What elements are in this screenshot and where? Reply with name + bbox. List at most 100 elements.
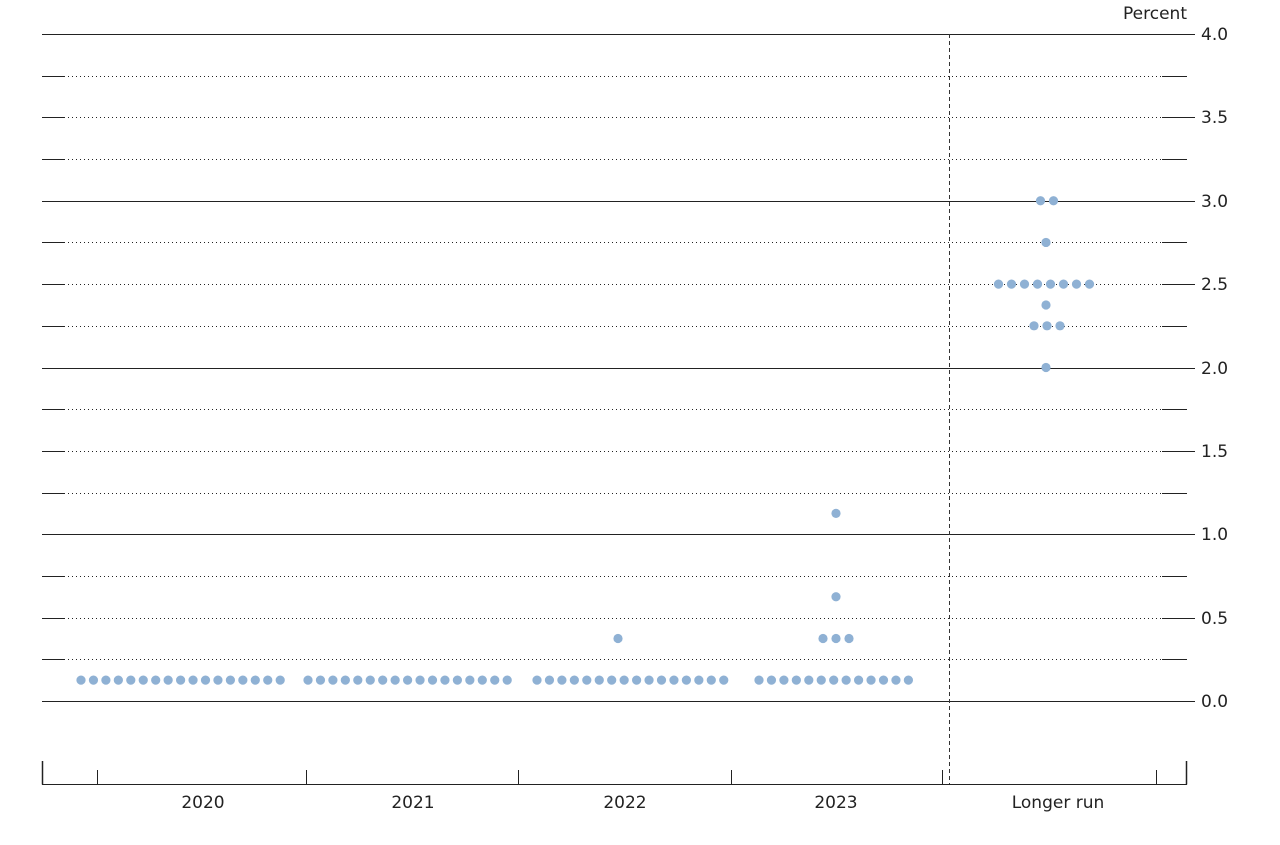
participant-dot — [213, 675, 223, 685]
participant-dot — [582, 675, 592, 685]
participant-dot — [76, 675, 86, 685]
participant-dot — [594, 675, 604, 685]
participant-dot — [1035, 196, 1046, 206]
unit-label: Percent — [1123, 4, 1187, 24]
participant-dot — [427, 675, 438, 685]
participant-dot — [101, 675, 111, 685]
participant-dot — [706, 675, 716, 685]
participant-dot — [452, 675, 462, 685]
participant-dot — [113, 675, 123, 685]
y-tick-label: 1.0 — [1201, 525, 1228, 545]
participant-dot — [831, 508, 841, 519]
participant-dot — [1019, 279, 1030, 289]
y-tick-label: 0.0 — [1201, 692, 1228, 712]
participant-dot — [1055, 321, 1065, 331]
y-tick-label: 4.0 — [1201, 25, 1228, 45]
participant-dot — [403, 675, 413, 685]
participant-dot — [378, 675, 388, 685]
participant-dot — [415, 675, 425, 685]
x-category-label: Longer run — [1012, 793, 1105, 813]
participant-dot — [138, 675, 148, 685]
participant-dot — [532, 675, 542, 685]
participant-dot — [831, 592, 841, 602]
y-tick-label: 0.5 — [1201, 609, 1228, 629]
participant-dot — [669, 675, 679, 685]
participant-dot — [1041, 362, 1051, 373]
participant-dot — [878, 675, 889, 685]
participant-dot — [340, 675, 350, 685]
x-category-label: 2023 — [814, 793, 857, 813]
x-category-label: 2020 — [181, 793, 224, 813]
participant-dot — [200, 675, 211, 685]
participant-dot — [844, 633, 854, 644]
x-category-label: 2022 — [603, 793, 646, 813]
participant-dot — [866, 675, 876, 685]
participant-dot — [607, 675, 617, 685]
participant-dot — [816, 675, 826, 685]
participant-dot — [238, 675, 248, 685]
participant-dot — [440, 675, 450, 685]
participant-dot — [791, 675, 801, 685]
participant-dot — [613, 633, 623, 644]
participant-dot — [477, 675, 487, 685]
participant-dot — [619, 675, 629, 685]
y-tick-label: 2.5 — [1201, 275, 1228, 295]
participant-dot — [151, 675, 161, 685]
participant-dot — [1084, 279, 1095, 289]
participant-dot — [681, 675, 692, 685]
participant-dot — [719, 675, 729, 685]
grid-layer — [42, 34, 1187, 702]
participant-dot — [779, 675, 789, 685]
participant-dot — [1032, 279, 1043, 289]
participant-dot — [804, 675, 814, 685]
participant-dot — [829, 675, 839, 685]
participant-dot — [766, 675, 777, 685]
participant-dot — [903, 675, 914, 685]
participant-dot — [754, 675, 764, 685]
participant-dot — [831, 633, 841, 644]
participant-dot — [1042, 321, 1052, 331]
participant-dot — [250, 675, 260, 685]
participant-dot — [632, 675, 642, 685]
participant-dot — [1029, 321, 1039, 331]
participant-dot — [126, 675, 136, 685]
participant-dot — [188, 675, 198, 685]
participant-dot — [1058, 279, 1069, 289]
y-tick-label: 3.0 — [1201, 192, 1228, 212]
participant-dot — [390, 675, 400, 685]
y-tick-label: 2.0 — [1201, 359, 1228, 379]
participant-dot — [502, 675, 512, 685]
participant-dot — [353, 675, 363, 685]
x-category-label: 2021 — [391, 793, 434, 813]
dots-layer — [76, 196, 1095, 685]
participant-dot — [163, 675, 173, 685]
participant-dot — [88, 675, 99, 685]
axis-layer: 0.0 0.5 1.0 1.5 2.0 2.5 3.0 3.5 4.0 2020 2021 2022 2… — [41, 25, 1228, 813]
participant-dot — [1045, 279, 1056, 289]
participant-dot — [993, 279, 1004, 289]
participant-dot — [656, 675, 667, 685]
participant-dot — [1071, 279, 1082, 289]
participant-dot — [275, 675, 285, 685]
participant-dot — [1006, 279, 1017, 289]
participant-dot — [315, 675, 326, 685]
participant-dot — [841, 675, 851, 685]
participant-dot — [854, 675, 864, 685]
participant-dot — [263, 675, 273, 685]
participant-dot — [1048, 196, 1059, 206]
participant-dot — [818, 633, 828, 644]
participant-dot — [694, 675, 704, 685]
participant-dot — [176, 675, 186, 685]
participant-dot — [1041, 237, 1051, 248]
y-tick-label: 1.5 — [1201, 442, 1228, 462]
participant-dot — [328, 675, 338, 685]
participant-dot — [490, 675, 500, 685]
participant-dot — [557, 675, 567, 685]
participant-dot — [1041, 300, 1051, 310]
participant-dot — [569, 675, 579, 685]
y-tick-label: 3.5 — [1201, 108, 1228, 128]
participant-dot — [544, 675, 555, 685]
participant-dot — [225, 675, 235, 685]
participant-dot — [365, 675, 375, 685]
